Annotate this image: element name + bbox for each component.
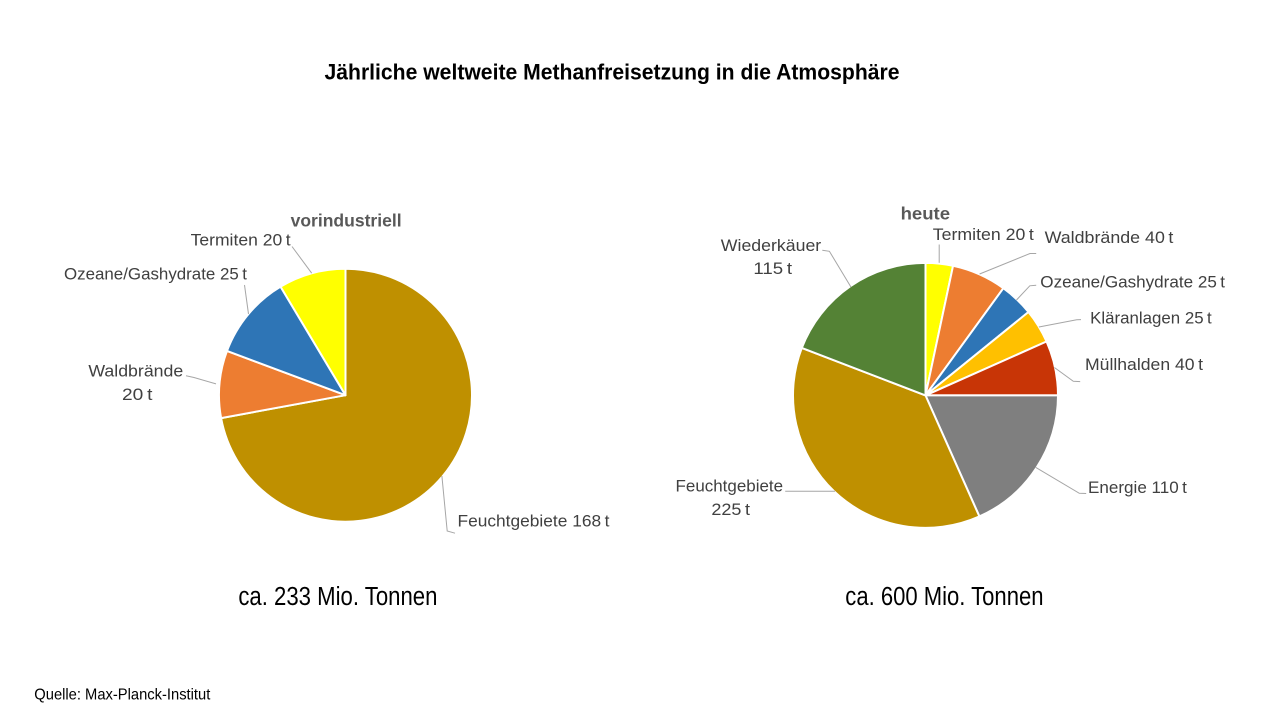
svg-text:Waldbrände 40 t: Waldbrände 40 t (1045, 229, 1174, 247)
svg-text:115 t: 115 t (753, 260, 792, 278)
svg-text:Ozeane/Gashydrate 25 t: Ozeane/Gashydrate 25 t (64, 266, 247, 284)
svg-text:Feuchtgebiete 168 t: Feuchtgebiete 168 t (458, 513, 610, 531)
svg-text:Kläranlagen 25 t: Kläranlagen 25 t (1090, 310, 1212, 328)
svg-text:Jährliche weltweite Methanfrei: Jährliche weltweite Methanfreisetzung in… (325, 60, 900, 85)
svg-text:Energie 110 t: Energie 110 t (1088, 479, 1187, 497)
svg-text:Feuchtgebiete: Feuchtgebiete (676, 478, 784, 496)
svg-text:Waldbrände: Waldbrände (88, 363, 183, 381)
svg-text:20 t: 20 t (122, 386, 153, 404)
svg-text:Termiten 20 t: Termiten 20 t (191, 231, 291, 249)
svg-text:225 t: 225 t (711, 501, 750, 519)
svg-text:Müllhalden 40 t: Müllhalden 40 t (1085, 356, 1203, 374)
svg-text:Quelle: Max-Planck-Institut: Quelle: Max-Planck-Institut (34, 686, 211, 703)
svg-text:ca. 600 Mio. Tonnen: ca. 600 Mio. Tonnen (845, 583, 1043, 611)
svg-text:ca. 233 Mio. Tonnen: ca. 233 Mio. Tonnen (238, 583, 437, 611)
svg-text:heute: heute (901, 204, 950, 224)
svg-text:Wiederkäuer: Wiederkäuer (721, 237, 822, 255)
svg-text:Termiten 20 t: Termiten 20 t (933, 226, 1034, 244)
svg-text:vorindustriell: vorindustriell (291, 211, 402, 231)
svg-text:Ozeane/Gashydrate 25 t: Ozeane/Gashydrate 25 t (1040, 273, 1225, 291)
